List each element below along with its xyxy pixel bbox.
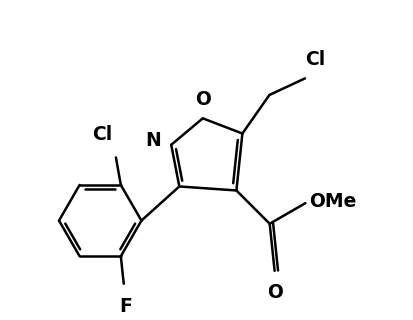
Text: F: F — [119, 298, 132, 316]
Text: N: N — [146, 132, 161, 150]
Text: OMe: OMe — [309, 192, 356, 211]
Text: Cl: Cl — [92, 125, 112, 144]
Text: Cl: Cl — [305, 50, 325, 68]
Text: O: O — [267, 283, 282, 302]
Text: O: O — [195, 90, 211, 108]
